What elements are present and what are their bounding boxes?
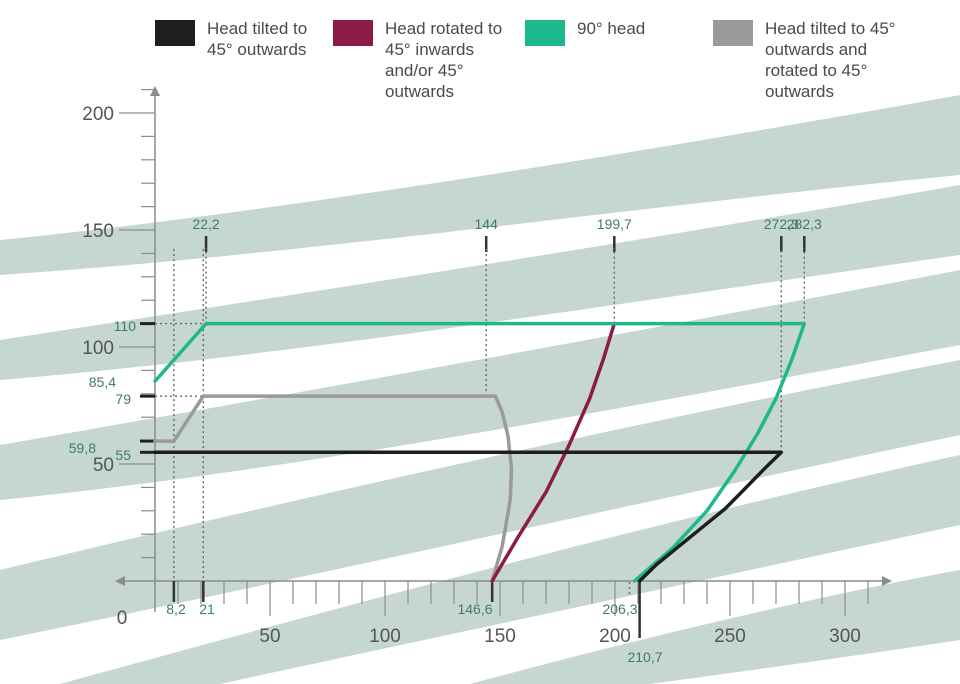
series-line-2 <box>153 321 807 583</box>
legend-item-maroon: Head rotated to 45° inwards and/or 45° o… <box>333 18 515 102</box>
origin-label: 0 <box>117 608 128 629</box>
legend-item-gray: Head tilted to 45° outwards and rotated … <box>713 18 900 102</box>
bottom-value-label: 21 <box>199 601 215 617</box>
background-stripe-5 <box>470 570 960 684</box>
top-value-label: 199,7 <box>597 216 632 232</box>
x-axis-arrow <box>882 576 892 586</box>
background-stripe-0 <box>0 95 960 275</box>
top-value-label: 22,2 <box>192 216 219 232</box>
series-line-0 <box>153 450 784 583</box>
series-curves <box>153 321 807 583</box>
y-axis-arrow <box>150 86 160 96</box>
x-tick-label: 150 <box>484 626 516 647</box>
background-stripe-2 <box>0 270 960 500</box>
bottom-value-label: 206,3 <box>602 601 637 617</box>
x-tick-label: 200 <box>599 626 631 647</box>
x-tick-label: 300 <box>829 626 861 647</box>
x-tick-label: 100 <box>369 626 401 647</box>
top-value-label: 144 <box>475 216 499 232</box>
x-tick-label: 50 <box>259 626 280 647</box>
legend-label-gray: Head tilted to 45° outwards and rotated … <box>765 19 896 101</box>
legend-item-teal: 90° head <box>525 18 697 46</box>
y-tick-label: 100 <box>82 338 114 359</box>
legend-swatch-teal <box>525 20 565 46</box>
legend-item-black: Head tilted to 45° outwards <box>155 18 317 60</box>
series-line-1 <box>490 321 617 583</box>
bottom-value-label: 146,6 <box>457 601 492 617</box>
bottom-value-label: 210,7 <box>627 649 662 665</box>
left-value-label: 110 <box>114 318 137 334</box>
legend-label-maroon: Head rotated to 45° inwards and/or 45° o… <box>385 19 503 101</box>
guide-lines <box>155 248 805 596</box>
top-value-label: 272,3 <box>764 216 799 232</box>
x-axis-left-arrow <box>115 576 125 586</box>
top-value-label: 282,3 <box>787 216 822 232</box>
chart-labels: 50 100 150 200 50 100 150 200 250 300 0 22,2 144 199,… <box>69 104 861 665</box>
axes <box>115 86 892 638</box>
legend-label-black: Head tilted to 45° outwards <box>207 19 308 59</box>
x-tick-label: 250 <box>714 626 746 647</box>
y-tick-label: 150 <box>82 221 114 242</box>
background-stripe-4 <box>60 455 960 684</box>
legend-swatch-maroon <box>333 20 373 46</box>
y-tick-label: 200 <box>82 104 114 125</box>
background-stripe-3 <box>0 360 960 640</box>
left-value-label: 59,8 <box>69 440 96 456</box>
left-value-label: 85,4 <box>89 374 116 390</box>
legend-swatch-black <box>155 20 195 46</box>
left-value-label: 79 <box>115 391 131 407</box>
bottom-value-label: 8,2 <box>166 601 186 617</box>
left-value-label: 55 <box>115 447 131 463</box>
background-stripes <box>0 95 960 684</box>
y-tick-label: 50 <box>93 455 114 476</box>
series-line-3 <box>153 394 514 583</box>
legend-swatch-gray <box>713 20 753 46</box>
background-stripe-1 <box>0 185 960 380</box>
legend-label-teal: 90° head <box>577 19 646 38</box>
